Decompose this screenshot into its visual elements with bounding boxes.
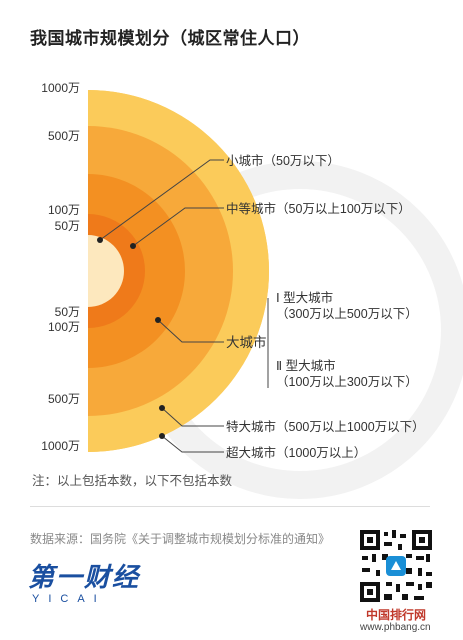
label-small: 小城市（50万以下）: [226, 153, 340, 168]
yicai-logo-icon: 第一财经 YICAI: [28, 562, 178, 612]
label-super: 超大城市（1000万以上）: [226, 445, 366, 460]
label-type1-name: Ⅰ 型大城市: [276, 290, 333, 305]
label-medium: 中等城市（50万以上100万以下）: [226, 201, 411, 216]
band-small: [88, 235, 124, 307]
watermark-text: 中国排行网: [366, 608, 427, 622]
marker-dot-small: [97, 237, 103, 243]
brand-main: 第一财经: [28, 562, 141, 592]
footnote: 注：以上包括本数，以下不包括本数: [32, 474, 233, 488]
marker-dot-megalarge: [159, 405, 165, 411]
marker-dot-medium: [130, 243, 136, 249]
label-large: 大城市: [226, 334, 267, 350]
label-type2-range: （100万以上300万以下）: [276, 375, 418, 389]
label-megalarge: 特大城市（500万以上1000万以下）: [226, 419, 425, 434]
brand-sub: YICAI: [32, 593, 106, 605]
leader-small: [99, 159, 224, 241]
axis-label: 500万: [48, 392, 80, 406]
page-title: 我国城市规模划分（城区常住人口）: [30, 29, 310, 48]
qr-code-icon[interactable]: [358, 528, 434, 604]
axis-label: 50万: [55, 219, 80, 233]
marker-dot-large: [155, 317, 161, 323]
axis-label: 1000万: [41, 439, 80, 453]
data-source: 数据来源：国务院《关于调整城市规模划分标准的通知》: [30, 532, 331, 546]
marker-dot-super: [159, 433, 165, 439]
axis-label: 100万: [48, 320, 80, 334]
axis-label: 1000万: [41, 81, 80, 95]
axis-label: 500万: [48, 129, 80, 143]
axis-label: 50万: [55, 305, 80, 319]
divider: [30, 506, 430, 507]
label-type1-range: （300万以上500万以下）: [276, 307, 418, 321]
label-type2-name: Ⅱ 型大城市: [276, 358, 336, 373]
leader-super: [161, 435, 224, 453]
leader-medium: [132, 207, 224, 247]
leader-megalarge: [161, 407, 224, 427]
leader-large: [157, 319, 224, 343]
axis-label: 100万: [48, 203, 80, 217]
watermark-url[interactable]: www.phbang.cn: [360, 622, 431, 633]
